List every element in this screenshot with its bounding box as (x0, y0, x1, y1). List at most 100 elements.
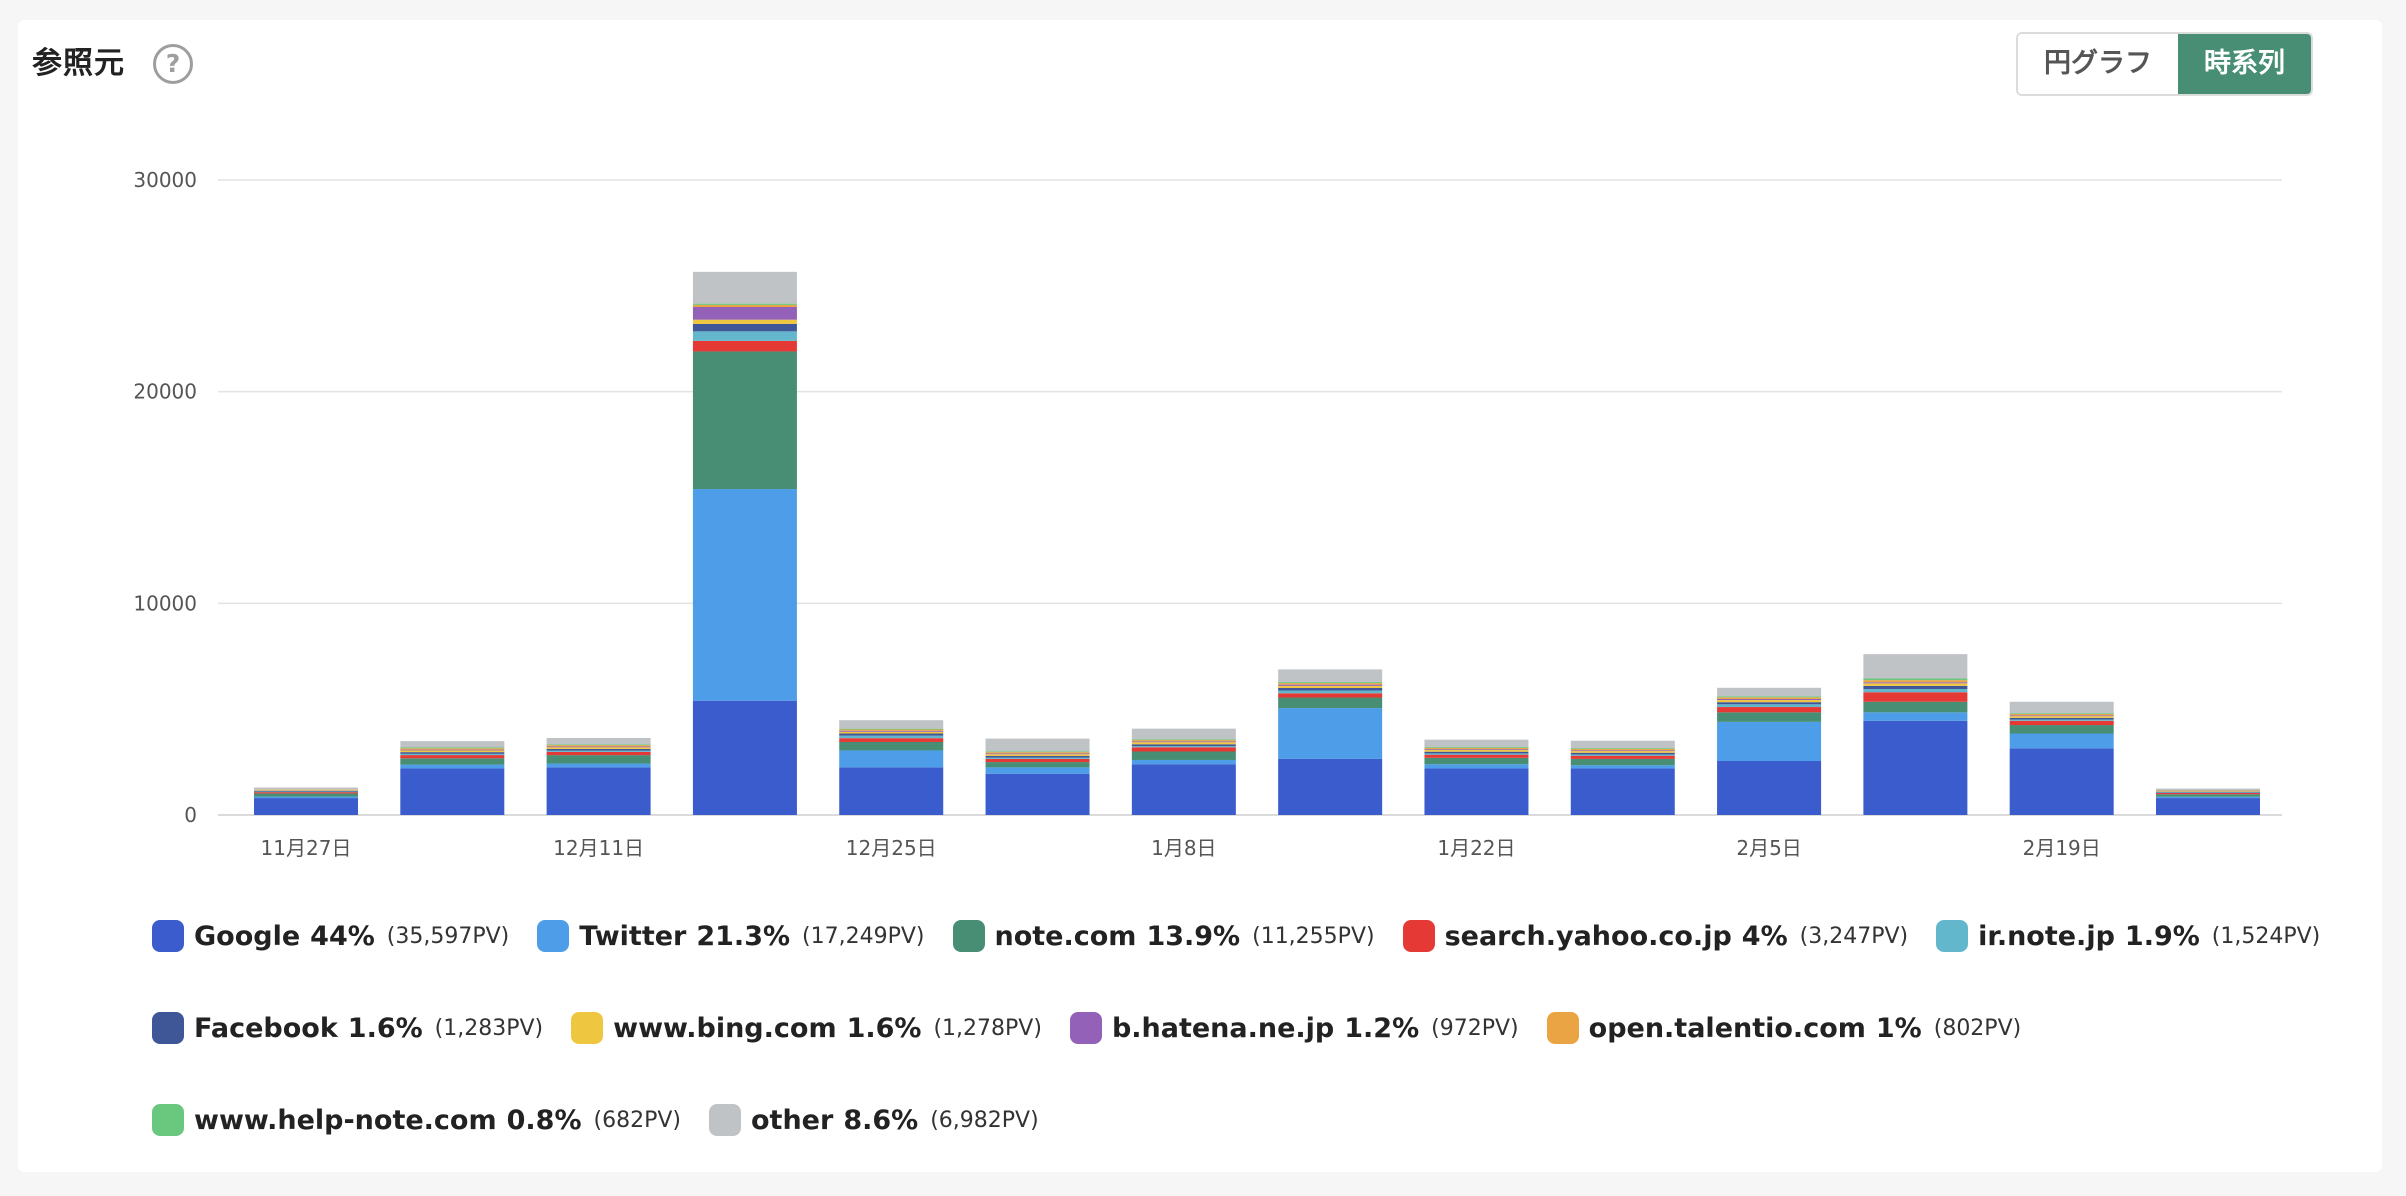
bar-segment-google[interactable] (2009, 748, 2114, 815)
bar-segment-search-yahoo-co-jp[interactable] (1424, 754, 1529, 758)
bar-segment-note-com[interactable] (1717, 712, 1822, 722)
bar-segment-facebook[interactable] (985, 755, 1090, 758)
bar-segment-other[interactable] (400, 741, 505, 748)
bar-segment-search-yahoo-co-jp[interactable] (2156, 792, 2260, 795)
bar-segment-other[interactable] (2156, 788, 2260, 791)
bar-segment-ir-note-jp[interactable] (1131, 745, 1236, 748)
bar-segment-note-com[interactable] (839, 741, 944, 751)
bar-segment-other[interactable] (985, 738, 1090, 752)
legend-item[interactable]: Facebook 1.6% (1,283PV) (152, 1010, 543, 1046)
bar-segment-google[interactable] (2156, 798, 2260, 815)
bar-segment-other[interactable] (1863, 654, 1968, 679)
bar-segment-open-talentio-com[interactable] (692, 304, 797, 307)
bar-segment-b-hatena-ne-jp[interactable] (1570, 750, 1675, 752)
legend-item[interactable]: note.com 13.9% (11,255PV) (952, 918, 1375, 954)
bar-segment-twitter[interactable] (985, 767, 1090, 774)
bar-segment-www-help-note-com[interactable] (692, 303, 797, 305)
legend-item[interactable]: search.yahoo.co.jp 4% (3,247PV) (1402, 918, 1908, 954)
bar-segment-google[interactable] (254, 798, 358, 815)
bar-segment-note-com[interactable] (1278, 697, 1383, 709)
bar-segment-b-hatena-ne-jp[interactable] (2009, 715, 2114, 717)
bar-segment-twitter[interactable] (1863, 712, 1968, 721)
bar-segment-facebook[interactable] (400, 752, 505, 754)
bar-segment-google[interactable] (1717, 761, 1822, 815)
bar-segment-search-yahoo-co-jp[interactable] (400, 755, 505, 759)
bar-segment-ir-note-jp[interactable] (546, 750, 651, 752)
bar-segment-other[interactable] (1278, 669, 1383, 683)
bar-segment-open-talentio-com[interactable] (2009, 714, 2114, 716)
bar-segment-other[interactable] (1717, 687, 1822, 697)
bar-segment-facebook[interactable] (1278, 688, 1383, 691)
bar-segment-b-hatena-ne-jp[interactable] (1131, 741, 1236, 743)
timeseries-toggle-button[interactable]: 時系列 (2178, 34, 2311, 94)
bar-segment-facebook[interactable] (1570, 752, 1675, 755)
bar-segment-www-bing-com[interactable] (839, 731, 944, 734)
bar-segment-twitter[interactable] (1570, 765, 1675, 769)
bar-segment-www-help-note-com[interactable] (985, 751, 1090, 753)
bar-segment-b-hatena-ne-jp[interactable] (1717, 699, 1822, 701)
bar-segment-other[interactable] (1131, 728, 1236, 740)
bar-segment-www-help-note-com[interactable] (839, 728, 944, 730)
bar-segment-www-bing-com[interactable] (400, 750, 505, 753)
bar-segment-twitter[interactable] (2009, 733, 2114, 749)
bar-segment-open-talentio-com[interactable] (1424, 747, 1529, 750)
bar-segment-ir-note-jp[interactable] (1863, 689, 1968, 693)
bar-segment-www-bing-com[interactable] (2009, 716, 2114, 718)
bar-segment-open-talentio-com[interactable] (1131, 740, 1236, 742)
bar-segment-ir-note-jp[interactable] (2009, 719, 2114, 721)
pie-chart-toggle-button[interactable]: 円グラフ (2018, 34, 2178, 94)
bar-segment-google[interactable] (546, 767, 651, 815)
bar-segment-search-yahoo-co-jp[interactable] (1570, 755, 1675, 759)
legend-item[interactable]: b.hatena.ne.jp 1.2% (972PV) (1069, 1010, 1519, 1046)
bar-segment-google[interactable] (1131, 764, 1236, 815)
bar-segment-search-yahoo-co-jp[interactable] (985, 758, 1090, 763)
bar-segment-www-bing-com[interactable] (2156, 791, 2260, 792)
bar-segment-twitter[interactable] (546, 763, 651, 768)
bar-segment-facebook[interactable] (254, 790, 358, 792)
bar-segment-open-talentio-com[interactable] (985, 752, 1090, 754)
bar-segment-facebook[interactable] (546, 748, 651, 751)
bar-segment-facebook[interactable] (2009, 717, 2114, 720)
bar-segment-twitter[interactable] (400, 764, 505, 769)
bar-segment-note-com[interactable] (2156, 794, 2260, 797)
bar-segment-ir-note-jp[interactable] (1570, 754, 1675, 756)
legend-item[interactable]: other 8.6% (6,982PV) (709, 1102, 1039, 1138)
bar-segment-ir-note-jp[interactable] (692, 331, 797, 341)
bar-segment-www-help-note-com[interactable] (1131, 739, 1236, 741)
bar-segment-www-bing-com[interactable] (1424, 750, 1529, 752)
bar-segment-b-hatena-ne-jp[interactable] (400, 749, 505, 751)
bar-segment-facebook[interactable] (839, 733, 944, 736)
bar-segment-twitter[interactable] (692, 489, 797, 701)
bar-segment-other[interactable] (254, 787, 358, 790)
bar-segment-twitter[interactable] (1424, 764, 1529, 769)
bar-segment-search-yahoo-co-jp[interactable] (1278, 693, 1383, 698)
bar-segment-www-help-note-com[interactable] (1570, 748, 1675, 749)
bar-segment-other[interactable] (839, 720, 944, 729)
bar-segment-other[interactable] (1424, 739, 1529, 748)
bar-segment-note-com[interactable] (1863, 701, 1968, 713)
bar-segment-other[interactable] (2009, 701, 2114, 714)
bar-segment-note-com[interactable] (546, 755, 651, 764)
bar-segment-b-hatena-ne-jp[interactable] (1278, 684, 1383, 686)
bar-segment-www-help-note-com[interactable] (1278, 682, 1383, 684)
bar-segment-www-bing-com[interactable] (1570, 751, 1675, 753)
legend-item[interactable]: open.talentio.com 1% (802PV) (1546, 1010, 2021, 1046)
bar-segment-open-talentio-com[interactable] (1863, 680, 1968, 683)
bar-segment-b-hatena-ne-jp[interactable] (1863, 682, 1968, 684)
bar-segment-www-bing-com[interactable] (1278, 685, 1383, 688)
bar-segment-www-bing-com[interactable] (985, 754, 1090, 756)
legend-item[interactable]: Twitter 21.3% (17,249PV) (537, 918, 925, 954)
bar-segment-facebook[interactable] (1717, 702, 1822, 705)
bar-segment-b-hatena-ne-jp[interactable] (692, 307, 797, 320)
bar-segment-search-yahoo-co-jp[interactable] (1717, 707, 1822, 713)
bar-segment-search-yahoo-co-jp[interactable] (546, 751, 651, 756)
bar-segment-ir-note-jp[interactable] (400, 753, 505, 756)
bar-segment-search-yahoo-co-jp[interactable] (839, 738, 944, 742)
legend-item[interactable]: Google 44% (35,597PV) (152, 918, 509, 954)
bar-segment-note-com[interactable] (692, 351, 797, 490)
help-icon[interactable]: ? (153, 44, 193, 84)
bar-segment-google[interactable] (692, 700, 797, 815)
bar-segment-open-talentio-com[interactable] (1717, 697, 1822, 700)
legend-item[interactable]: ir.note.jp 1.9% (1,524PV) (1936, 918, 2320, 954)
bar-segment-google[interactable] (1424, 768, 1529, 815)
